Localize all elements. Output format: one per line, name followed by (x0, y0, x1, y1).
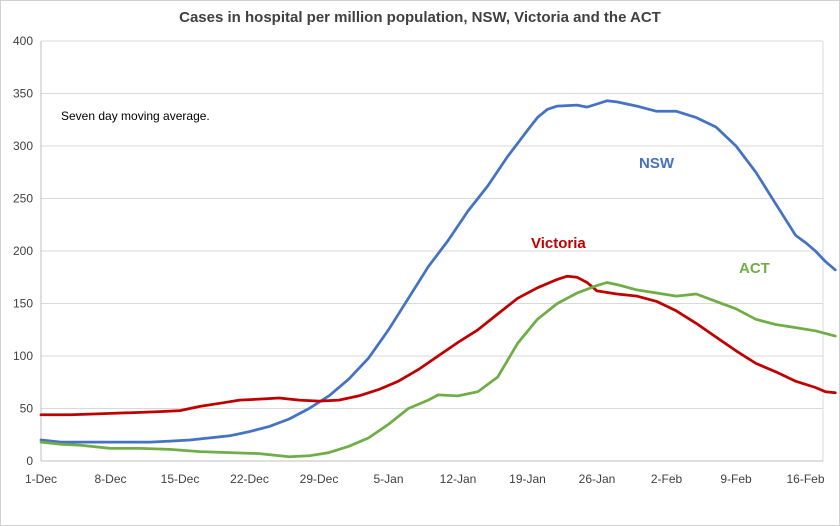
x-tick-label: 2-Feb (651, 472, 683, 486)
chart-title: Cases in hospital per million population… (179, 9, 661, 26)
series-label-nsw: NSW (639, 155, 675, 172)
axes: 0 50 100 150 200 250 300 350 400 1-Dec 8-Dec 15-Dec… (13, 34, 825, 486)
x-tick-label: 12-Jan (440, 472, 477, 486)
y-tick-label: 50 (20, 402, 34, 416)
y-tick-label: 200 (13, 244, 33, 258)
series-line-victoria (39, 274, 837, 417)
x-tick-label: 8-Dec (94, 472, 126, 486)
y-tick-label: 350 (13, 87, 33, 101)
y-tick-label: 400 (13, 34, 33, 48)
x-tick-label: 29-Dec (300, 472, 339, 486)
x-tick-label: 1-Dec (25, 472, 57, 486)
y-tick-label: 100 (13, 349, 33, 363)
chart-annotation: Seven day moving average. (61, 109, 210, 123)
x-tick-label: 16-Feb (786, 472, 824, 486)
y-tick-label: 300 (13, 139, 33, 153)
x-tick-label: 5-Jan (373, 472, 403, 486)
series-lines (39, 99, 837, 459)
x-tick-label: 22-Dec (230, 472, 269, 486)
y-tick-label: 0 (26, 454, 33, 468)
y-tick-label: 250 (13, 192, 33, 206)
x-tick-label: 9-Feb (720, 472, 752, 486)
x-tick-label: 26-Jan (579, 472, 616, 486)
series-line-act (39, 281, 837, 459)
series-label-victoria: Victoria (531, 235, 586, 252)
series-line-nsw (39, 99, 837, 444)
series-label-act: ACT (739, 260, 770, 277)
x-tick-label: 19-Jan (509, 472, 546, 486)
annotations: Seven day moving average. NSW Victoria A… (61, 109, 770, 277)
y-tick-label: 150 (13, 297, 33, 311)
x-tick-label: 15-Dec (161, 472, 200, 486)
